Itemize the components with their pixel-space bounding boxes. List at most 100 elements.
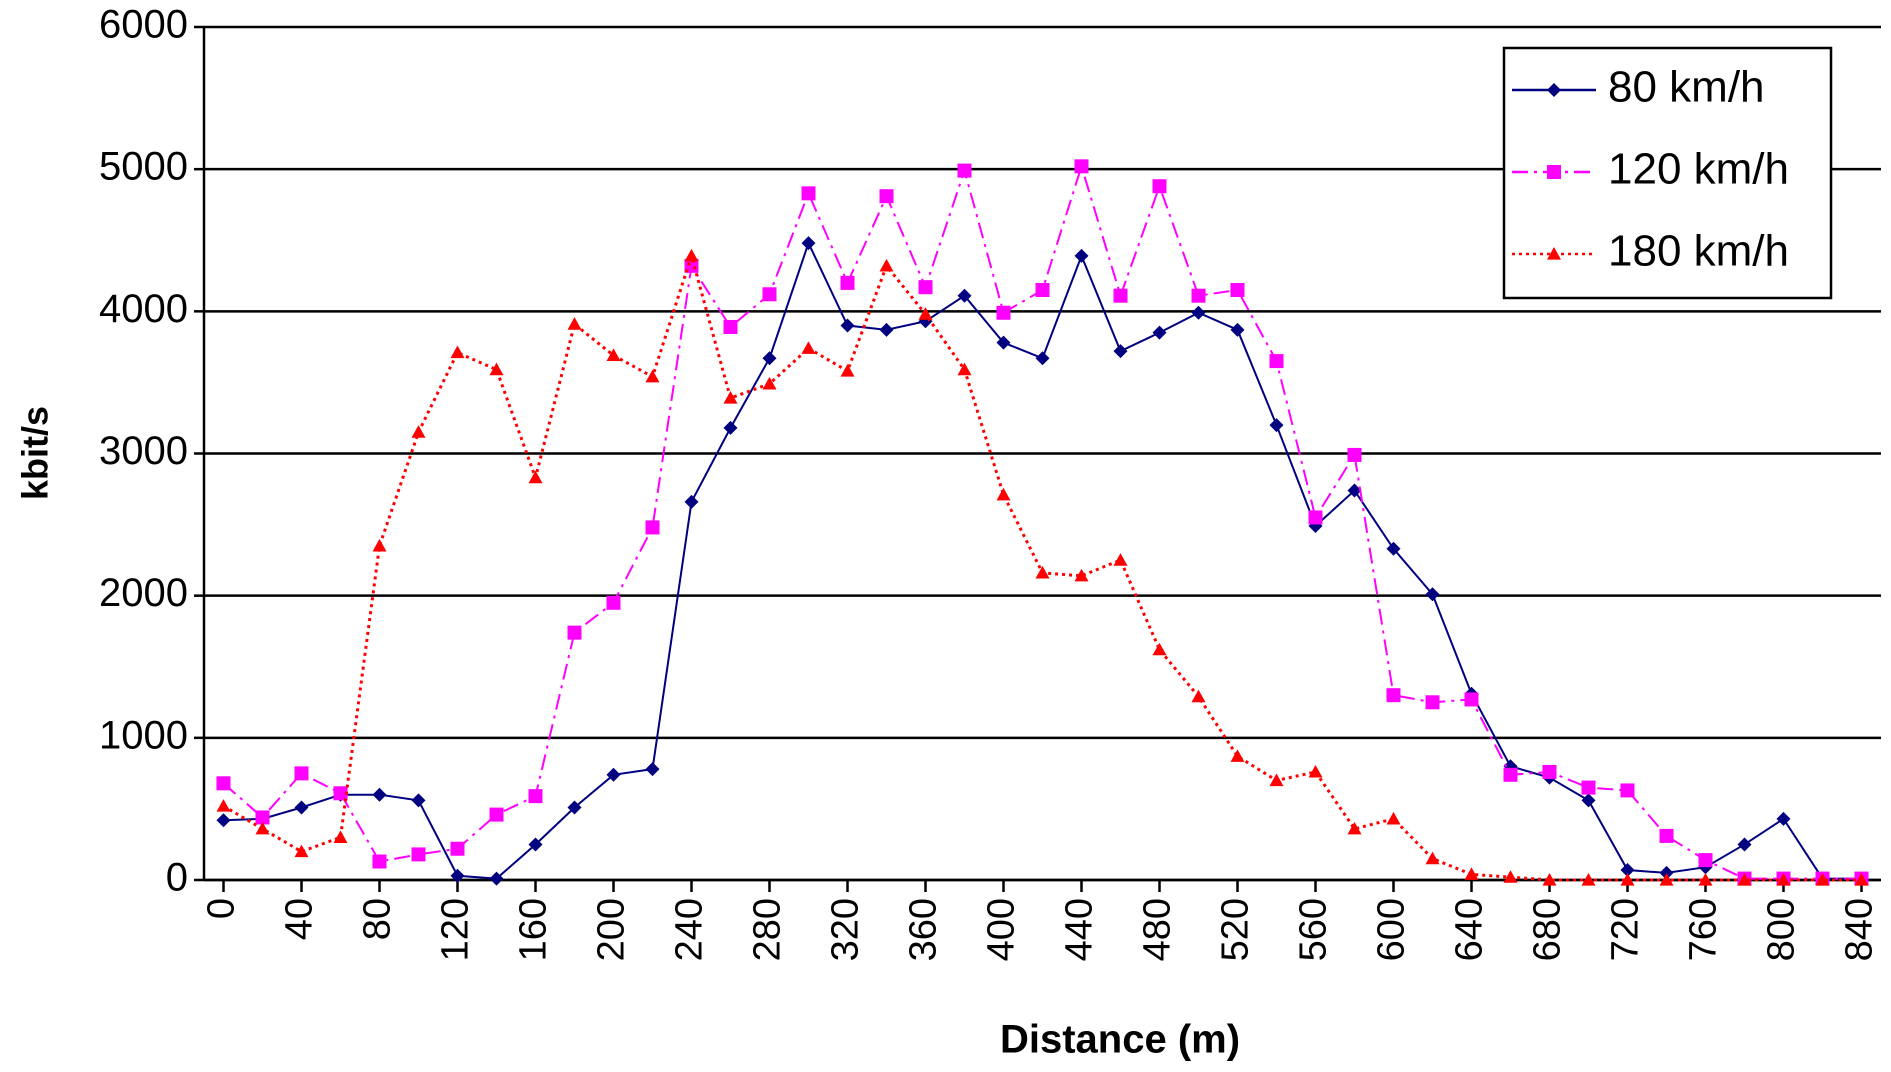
marker (1581, 873, 1596, 886)
x-tick-label: 520 (1215, 898, 1257, 961)
legend-label: 120 km/h (1608, 145, 1789, 194)
marker (684, 248, 699, 262)
marker (372, 854, 387, 869)
marker (372, 538, 387, 552)
marker (567, 800, 582, 815)
marker (1776, 873, 1791, 886)
marker (372, 787, 387, 802)
marker (1230, 283, 1245, 298)
marker (1620, 863, 1635, 878)
marker (450, 841, 465, 856)
marker (1035, 283, 1050, 298)
marker (216, 813, 231, 828)
marker (1035, 565, 1050, 579)
marker (1698, 853, 1713, 868)
y-tick-label: 6000 (99, 3, 188, 47)
x-tick-label: 640 (1449, 898, 1491, 961)
x-tick-label: 840 (1839, 898, 1881, 961)
marker (1230, 749, 1245, 762)
marker (1425, 695, 1440, 710)
marker (1854, 873, 1869, 886)
marker (996, 335, 1011, 350)
x-tick-label: 560 (1293, 898, 1335, 961)
x-tick-label: 0 (201, 898, 243, 919)
marker (1503, 767, 1518, 782)
marker (645, 762, 660, 777)
marker (645, 369, 660, 383)
marker (294, 844, 309, 858)
y-tick-label: 1000 (99, 713, 188, 757)
marker (723, 420, 738, 435)
marker (450, 345, 465, 359)
legend-label: 180 km/h (1608, 227, 1789, 276)
marker (1269, 418, 1284, 433)
marker (1698, 873, 1713, 886)
marker (333, 786, 348, 801)
marker (1269, 773, 1284, 787)
x-tick-label: 480 (1137, 898, 1179, 961)
marker (957, 163, 972, 178)
y-tick-label: 4000 (99, 287, 188, 331)
marker (1581, 780, 1596, 795)
marker (996, 305, 1011, 320)
marker (1074, 248, 1089, 263)
marker (1152, 325, 1167, 340)
x-tick-label: 360 (903, 898, 945, 961)
marker (1425, 587, 1440, 602)
marker (1503, 870, 1518, 883)
x-tick-label: 440 (1059, 898, 1101, 961)
marker (1269, 354, 1284, 369)
y-tick-label: 5000 (99, 145, 188, 189)
marker (762, 351, 777, 366)
marker (1737, 873, 1752, 886)
marker (801, 186, 816, 201)
marker (918, 280, 933, 295)
y-tick-label: 0 (166, 856, 188, 900)
marker (1386, 541, 1401, 556)
marker (528, 470, 543, 484)
legend-label: 80 km/h (1608, 63, 1765, 112)
marker (1425, 851, 1440, 865)
marker (918, 307, 933, 320)
marker (528, 789, 543, 804)
marker (1035, 351, 1050, 366)
marker (411, 425, 426, 438)
x-tick-label: 680 (1527, 898, 1569, 961)
marker (1347, 447, 1362, 462)
marker (1815, 873, 1830, 886)
marker (606, 595, 621, 610)
marker (1191, 305, 1206, 320)
x-tick-label: 280 (747, 898, 789, 961)
marker (879, 322, 894, 337)
marker (411, 793, 426, 808)
marker (1230, 322, 1245, 337)
marker (957, 288, 972, 303)
x-tick-label: 760 (1683, 898, 1725, 961)
marker (216, 799, 231, 812)
marker (1659, 873, 1674, 886)
marker (801, 341, 816, 354)
marker (489, 871, 504, 886)
marker (1620, 783, 1635, 798)
x-tick-label: 400 (981, 898, 1023, 961)
marker (606, 767, 621, 782)
marker (1464, 867, 1479, 880)
marker (1113, 344, 1128, 359)
legend: 80 km/h 120 km/h 180 km/h (1502, 46, 1833, 300)
marker (1659, 828, 1674, 843)
marker (1347, 483, 1362, 498)
marker (840, 275, 855, 290)
marker (1464, 692, 1479, 707)
marker (1547, 83, 1561, 97)
marker (294, 800, 309, 815)
x-tick-label: 320 (825, 898, 867, 961)
marker (996, 487, 1011, 501)
x-tick-label: 160 (513, 898, 555, 961)
marker (411, 847, 426, 862)
marker (1547, 165, 1561, 179)
marker (1737, 837, 1752, 852)
marker (1113, 288, 1128, 303)
x-axis-label: Distance (m) (1000, 1018, 1240, 1062)
